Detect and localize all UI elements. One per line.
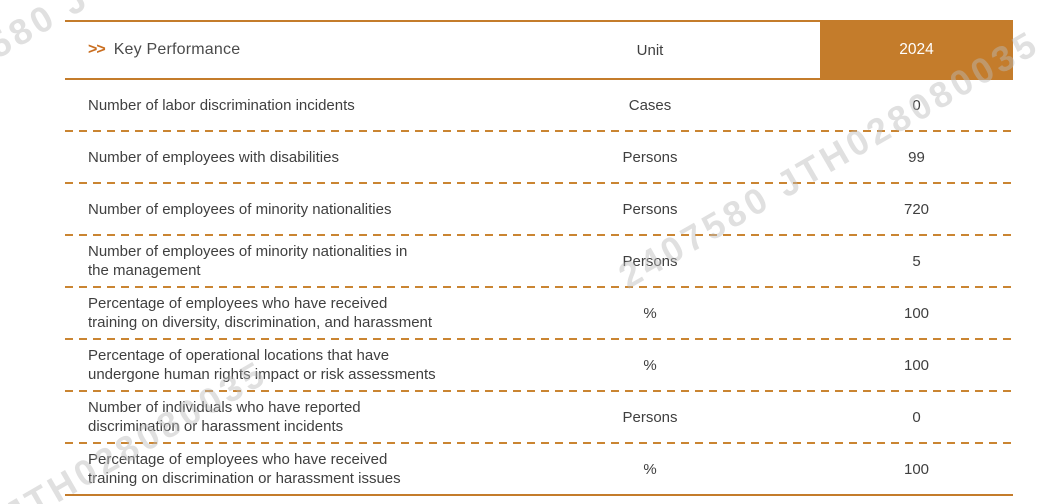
table-bottom-rule [65, 494, 1013, 496]
row-value-2024: 100 [903, 304, 930, 322]
row-metric-label: Percentage of employees who have receive… [88, 451, 401, 487]
row-unit: % [643, 356, 657, 374]
row-metric-label: Number of employees with disabilities [88, 148, 339, 166]
row-separator [65, 390, 1013, 392]
table-row: Percentage of operational locations that… [65, 340, 1013, 390]
row-unit: % [643, 460, 657, 478]
row-unit: Persons [622, 252, 678, 270]
row-unit: % [643, 304, 657, 322]
table-row: Number of individuals who have reported … [65, 392, 1013, 442]
row-unit: Persons [622, 148, 678, 166]
row-value-2024: 720 [903, 200, 930, 218]
row-unit: Persons [622, 200, 678, 218]
table-body: Number of labor discrimination incidents… [65, 80, 1013, 494]
row-separator [65, 234, 1013, 236]
table-title: Key Performance [113, 41, 241, 58]
table-row: Percentage of employees who have receive… [65, 444, 1013, 494]
table-row: Number of employees with disabilities Pe… [65, 132, 1013, 182]
row-unit: Cases [628, 96, 672, 114]
row-unit: Persons [622, 408, 678, 426]
row-value-2024: 5 [912, 252, 921, 270]
row-metric-label: Number of labor discrimination incidents [88, 96, 355, 114]
row-metric-label: Number of individuals who have reported … [88, 399, 361, 435]
column-header-year-2024: 2024 [820, 20, 1013, 80]
row-value-2024: 0 [912, 408, 921, 426]
table-row: Number of employees of minority national… [65, 236, 1013, 286]
row-value-2024: 100 [903, 460, 930, 478]
column-header-unit: Unit [636, 41, 664, 59]
row-metric-label: Percentage of operational locations that… [88, 347, 436, 383]
row-separator [65, 442, 1013, 444]
row-value-2024: 0 [912, 96, 921, 114]
row-value-2024: 100 [903, 356, 930, 374]
table-header-row: >> Key Performance Unit 2024 [65, 20, 1013, 80]
row-separator [65, 286, 1013, 288]
row-separator [65, 130, 1013, 132]
table-header-title-cell: >> Key Performance [65, 41, 480, 59]
row-metric-label: Number of employees of minority national… [88, 243, 408, 279]
row-separator [65, 338, 1013, 340]
row-metric-label: Number of employees of minority national… [88, 200, 392, 218]
row-metric-label: Percentage of employees who have receive… [88, 295, 433, 331]
double-chevron-icon: >> [88, 41, 106, 58]
table-row: Number of labor discrimination incidents… [65, 80, 1013, 130]
row-separator [65, 182, 1013, 184]
table-row: Percentage of employees who have receive… [65, 288, 1013, 338]
key-performance-table: >> Key Performance Unit 2024 Number of l… [65, 20, 1013, 496]
table-row: Number of employees of minority national… [65, 184, 1013, 234]
row-value-2024: 99 [908, 148, 925, 166]
